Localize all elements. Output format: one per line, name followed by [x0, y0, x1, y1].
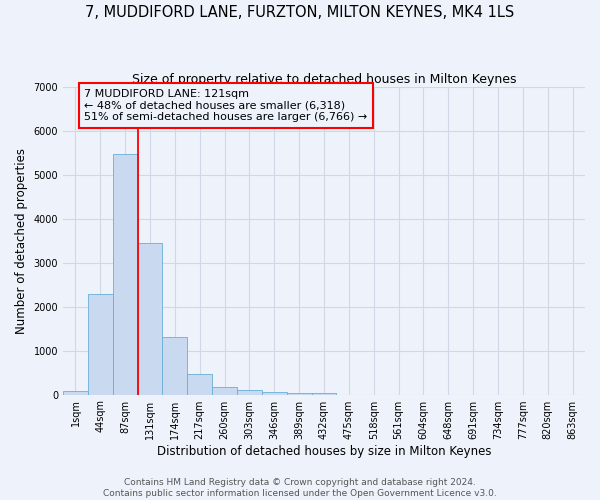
- Bar: [113, 154, 137, 394]
- Bar: [262, 392, 287, 394]
- Text: Contains HM Land Registry data © Crown copyright and database right 2024.
Contai: Contains HM Land Registry data © Crown c…: [103, 478, 497, 498]
- X-axis label: Distribution of detached houses by size in Milton Keynes: Distribution of detached houses by size …: [157, 444, 491, 458]
- Bar: [163, 336, 187, 394]
- Title: Size of property relative to detached houses in Milton Keynes: Size of property relative to detached ho…: [132, 72, 516, 86]
- Text: 7 MUDDIFORD LANE: 121sqm
← 48% of detached houses are smaller (6,318)
51% of sem: 7 MUDDIFORD LANE: 121sqm ← 48% of detach…: [84, 89, 367, 122]
- Bar: [212, 387, 237, 394]
- Bar: [63, 391, 88, 394]
- Bar: [187, 374, 212, 394]
- Text: 7, MUDDIFORD LANE, FURZTON, MILTON KEYNES, MK4 1LS: 7, MUDDIFORD LANE, FURZTON, MILTON KEYNE…: [85, 5, 515, 20]
- Y-axis label: Number of detached properties: Number of detached properties: [15, 148, 28, 334]
- Bar: [237, 390, 262, 394]
- Bar: [88, 294, 113, 394]
- Bar: [287, 393, 311, 394]
- Bar: [137, 243, 163, 394]
